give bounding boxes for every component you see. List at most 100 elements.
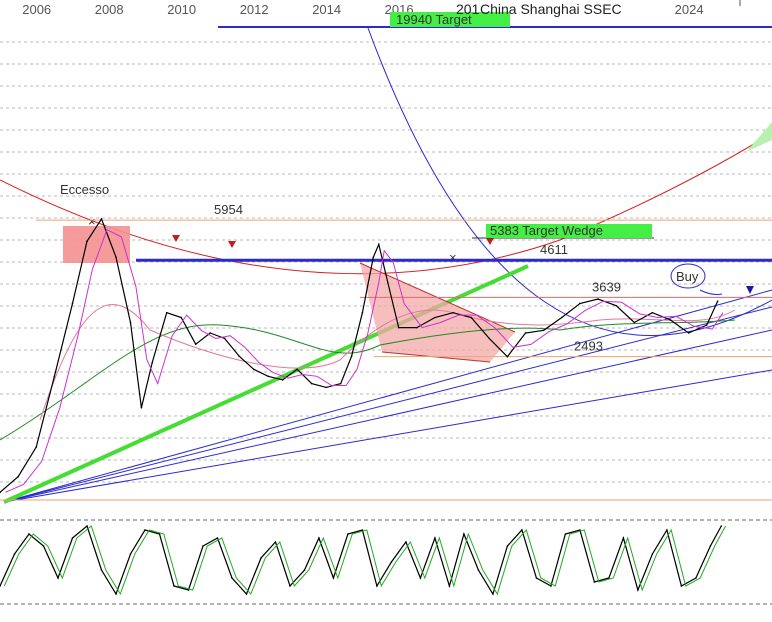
cross-marker: × [88, 214, 96, 229]
price-point [165, 311, 168, 314]
price-point [252, 368, 255, 371]
price-point [0, 491, 1, 494]
oscillator-point [260, 557, 262, 559]
oscillator-point [42, 545, 45, 547]
oscillator-point [477, 569, 480, 571]
blue-arc [367, 27, 772, 336]
oscillator-signal-line [3, 525, 727, 596]
price-point [434, 316, 436, 319]
oscillator-point [390, 561, 393, 563]
oscillator-point [637, 589, 639, 591]
target-top-label: 19940 Target [396, 12, 472, 27]
level-labels: 5954 4611 3639 2493 [214, 202, 621, 354]
x-tick-label: 2010 [167, 2, 196, 17]
price-point [372, 256, 375, 259]
oscillator-point [13, 553, 16, 555]
oscillator-point [579, 529, 581, 531]
oscillator-point [361, 529, 364, 531]
oscillator-point [57, 577, 59, 579]
price-point [669, 319, 672, 321]
chart-title: China Shanghai SSEC [480, 1, 622, 17]
price-point [238, 355, 241, 358]
x-tick-label: 2014 [312, 2, 341, 17]
price-point [194, 343, 197, 345]
buy-arrow [699, 289, 723, 295]
oscillator-point [680, 585, 683, 587]
chart-title-prefix: 201 [456, 1, 480, 17]
oscillator-point [720, 525, 723, 527]
oscillator-point [216, 537, 219, 539]
oscillator-point [564, 533, 567, 535]
oscillator-point [289, 585, 291, 587]
oscillator-point [622, 537, 625, 539]
price-point [281, 379, 284, 381]
oscillator-point [405, 541, 407, 543]
down-arrow-icon [172, 235, 180, 242]
fan-line-4 [3, 369, 772, 503]
buy-label: Buy [676, 269, 699, 284]
price-point [339, 382, 342, 385]
pink-wedge [360, 263, 515, 362]
price-point [506, 355, 509, 358]
oscillator-point [463, 533, 465, 535]
price-point [560, 316, 563, 319]
price-point [377, 243, 380, 246]
price-point [325, 386, 327, 389]
price-point [387, 281, 389, 284]
oscillator-point [666, 529, 668, 531]
price-point [151, 361, 154, 364]
price-point [17, 475, 19, 478]
down-arrow-icon [746, 286, 754, 294]
price-point [100, 218, 103, 220]
fan-line-2 [3, 306, 772, 503]
cross-marker: × [449, 250, 457, 265]
price-series [0, 217, 724, 494]
price-point [651, 311, 654, 314]
price-point [209, 332, 212, 334]
price-point [524, 332, 527, 334]
oscillator-point [695, 577, 697, 579]
price-point [350, 355, 353, 358]
down-arrow-icon [228, 241, 236, 248]
price-point [223, 337, 226, 340]
price-point [180, 316, 183, 319]
price-point [542, 329, 545, 332]
price-point [716, 300, 719, 303]
x-tick-label: 2006 [22, 2, 51, 17]
price-point [687, 332, 690, 334]
oscillator-point [347, 533, 349, 535]
price-point [579, 302, 581, 305]
price-line [0, 217, 719, 493]
oscillator-point [550, 585, 552, 587]
eccesso-label: Eccesso [60, 182, 109, 197]
x-axis-ticks: 2006 2008 2010 2012 2014 2016 2024 [22, 0, 741, 17]
price-point [115, 256, 117, 259]
oscillator-point [593, 581, 596, 583]
price-point [140, 406, 143, 409]
x-tick-label: 2024 [675, 2, 704, 17]
buy-ellipse [670, 263, 706, 289]
oscillator-point [492, 593, 494, 595]
oscillator-point [28, 533, 30, 535]
moving-averages [0, 304, 736, 441]
ma-green [0, 319, 736, 441]
oscillator-point [709, 545, 712, 547]
price-point [71, 302, 74, 305]
fan-line-3 [3, 329, 772, 503]
oscillator-raw-line [0, 525, 722, 596]
green-target-wedge [746, 122, 772, 152]
price-fast-ma [5, 229, 724, 493]
oscillator-point [376, 585, 378, 587]
target-top-box [390, 12, 510, 27]
price-point [416, 326, 418, 329]
oscillator-point [187, 589, 190, 591]
oscillator-point [71, 537, 74, 539]
level-label-5954: 5954 [214, 202, 243, 217]
oscillator-point [535, 577, 538, 579]
oscillator-point [303, 569, 306, 571]
oscillator-point [245, 593, 248, 595]
ma-pink [39, 304, 736, 421]
price-point [267, 375, 270, 378]
down-arrow-icon [486, 238, 494, 245]
